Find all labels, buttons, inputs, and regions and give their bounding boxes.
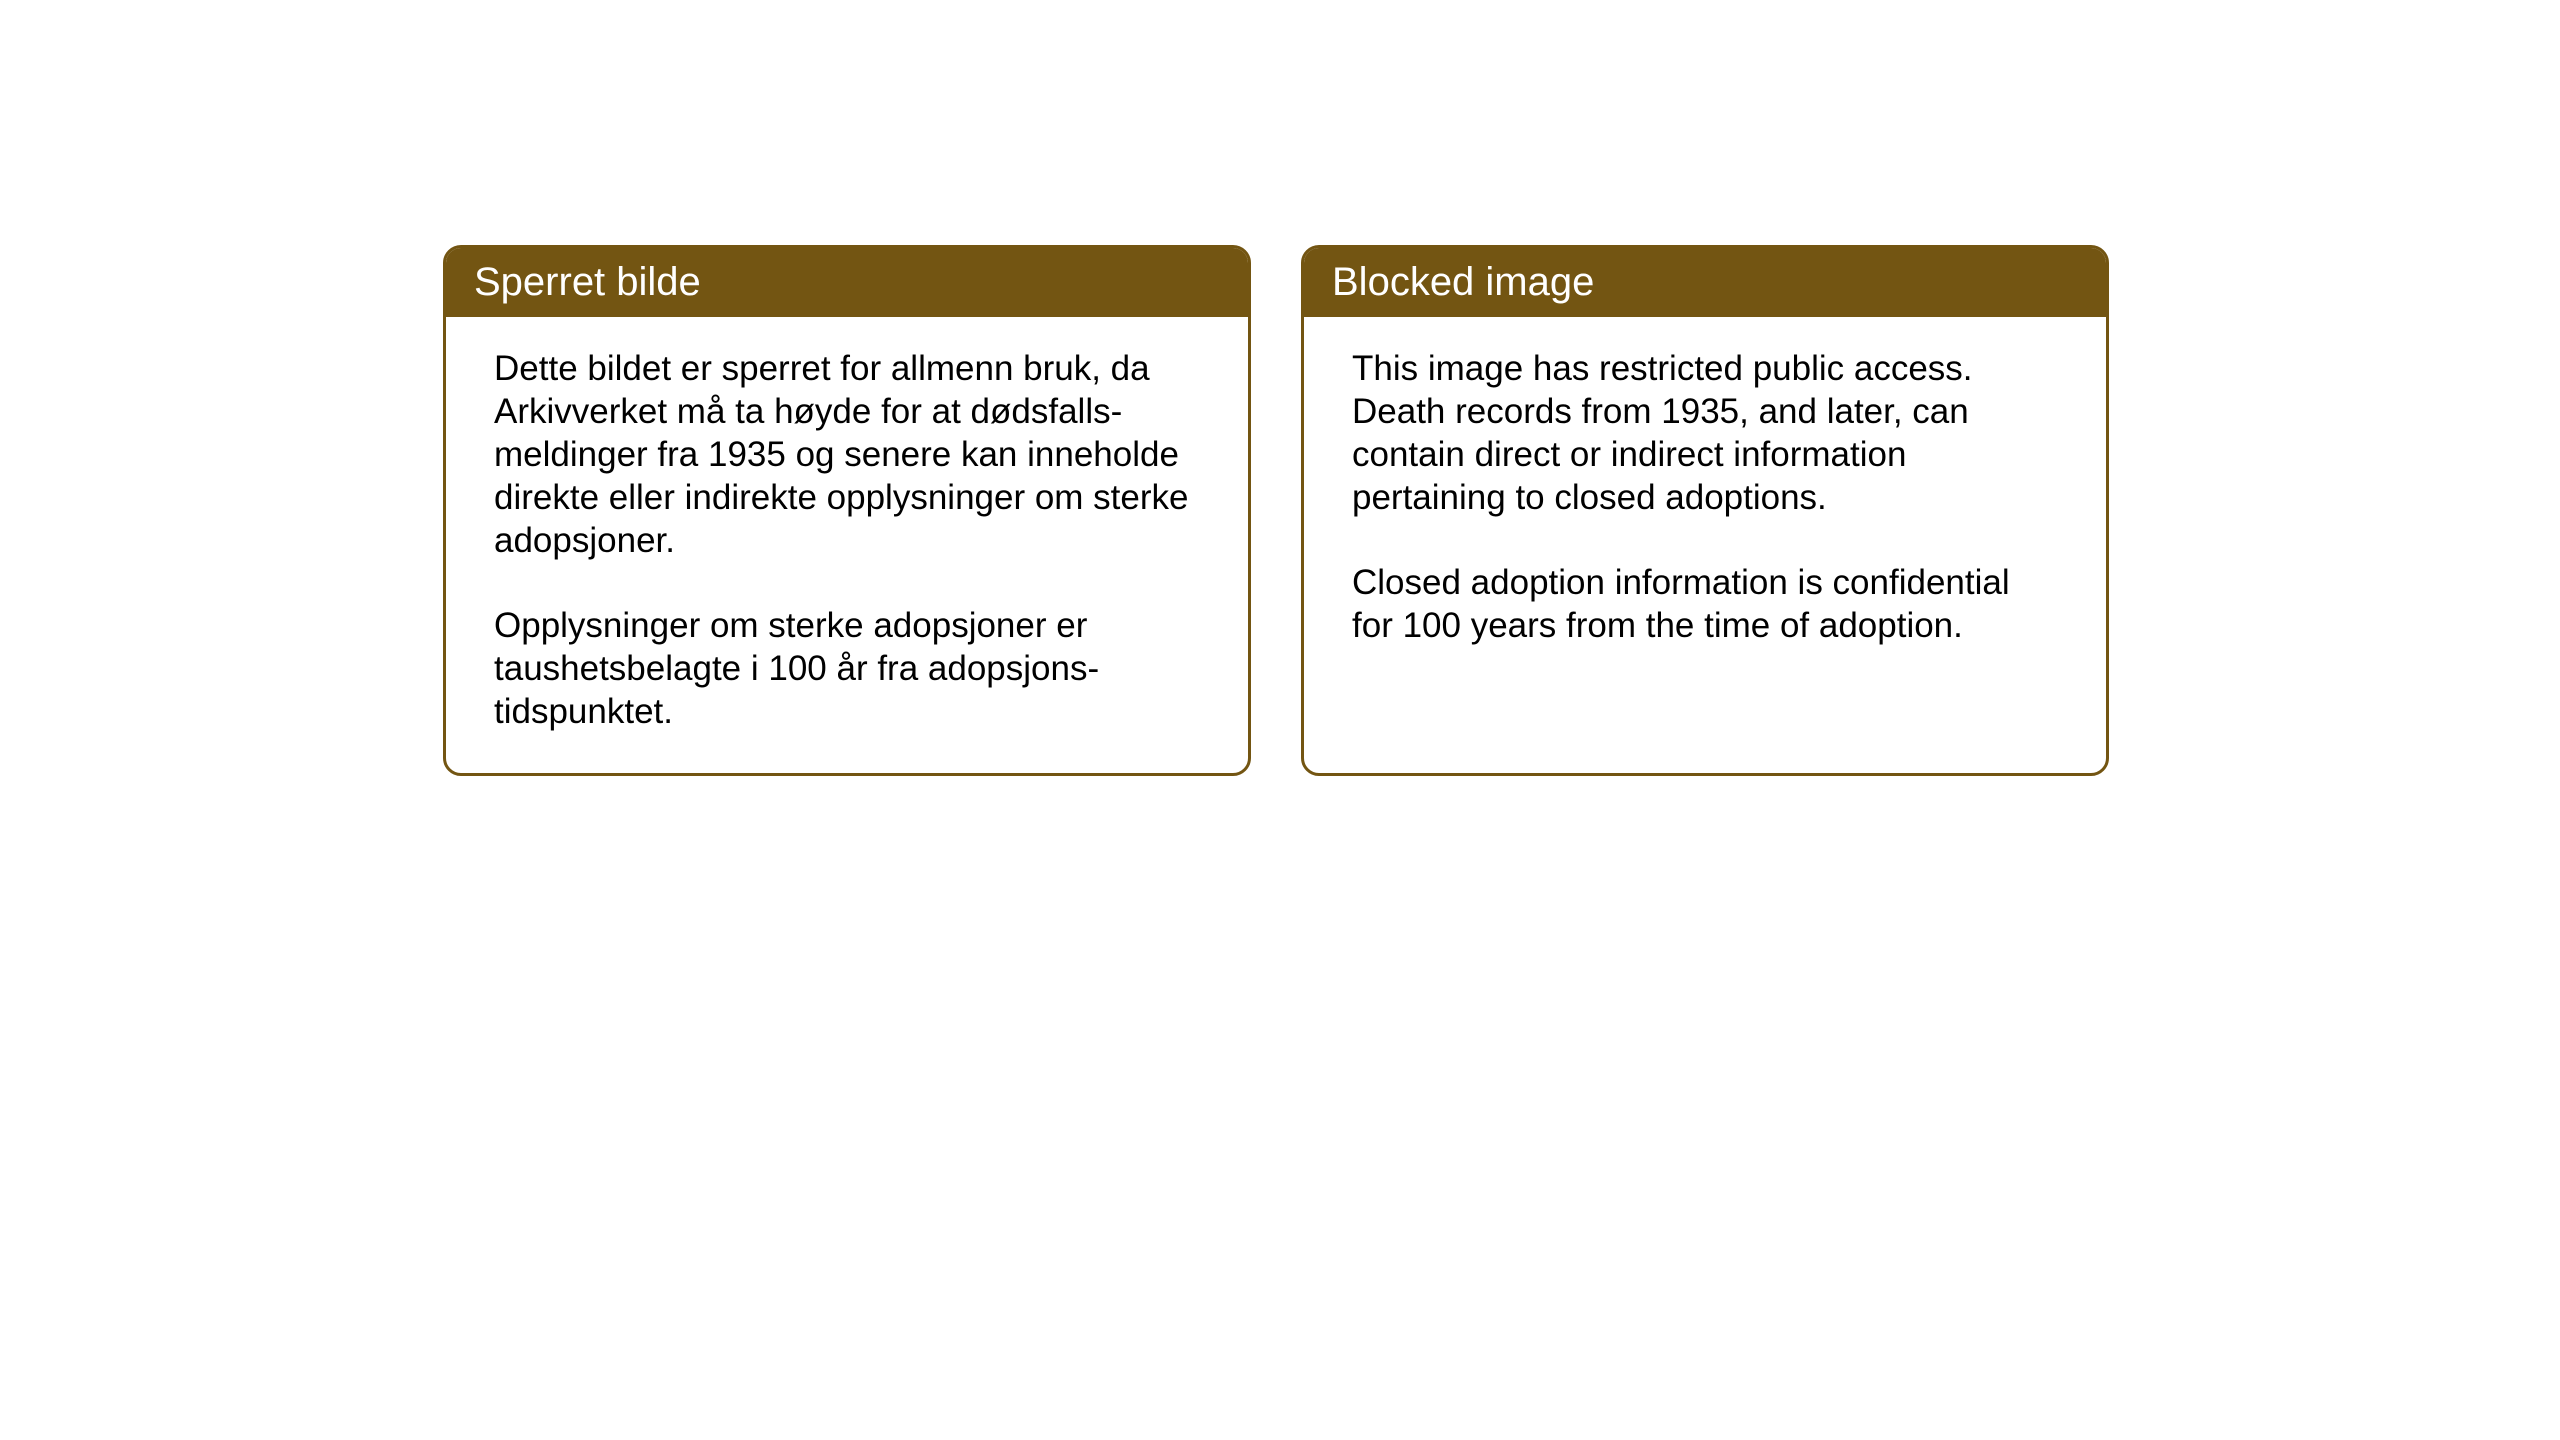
cards-container: Sperret bilde Dette bildet er sperret fo…	[443, 245, 2109, 776]
english-card: Blocked image This image has restricted …	[1301, 245, 2109, 776]
norwegian-paragraph-2: Opplysninger om sterke adopsjoner er tau…	[494, 604, 1200, 733]
english-card-title: Blocked image	[1332, 260, 1594, 304]
norwegian-card-header: Sperret bilde	[446, 248, 1248, 317]
english-card-body: This image has restricted public access.…	[1304, 317, 2106, 709]
norwegian-card-body: Dette bildet er sperret for allmenn bruk…	[446, 317, 1248, 773]
english-paragraph-1: This image has restricted public access.…	[1352, 347, 2058, 519]
norwegian-card-title: Sperret bilde	[474, 260, 701, 304]
norwegian-card: Sperret bilde Dette bildet er sperret fo…	[443, 245, 1251, 776]
norwegian-paragraph-1: Dette bildet er sperret for allmenn bruk…	[494, 347, 1200, 562]
english-paragraph-2: Closed adoption information is confident…	[1352, 561, 2058, 647]
english-card-header: Blocked image	[1304, 248, 2106, 317]
